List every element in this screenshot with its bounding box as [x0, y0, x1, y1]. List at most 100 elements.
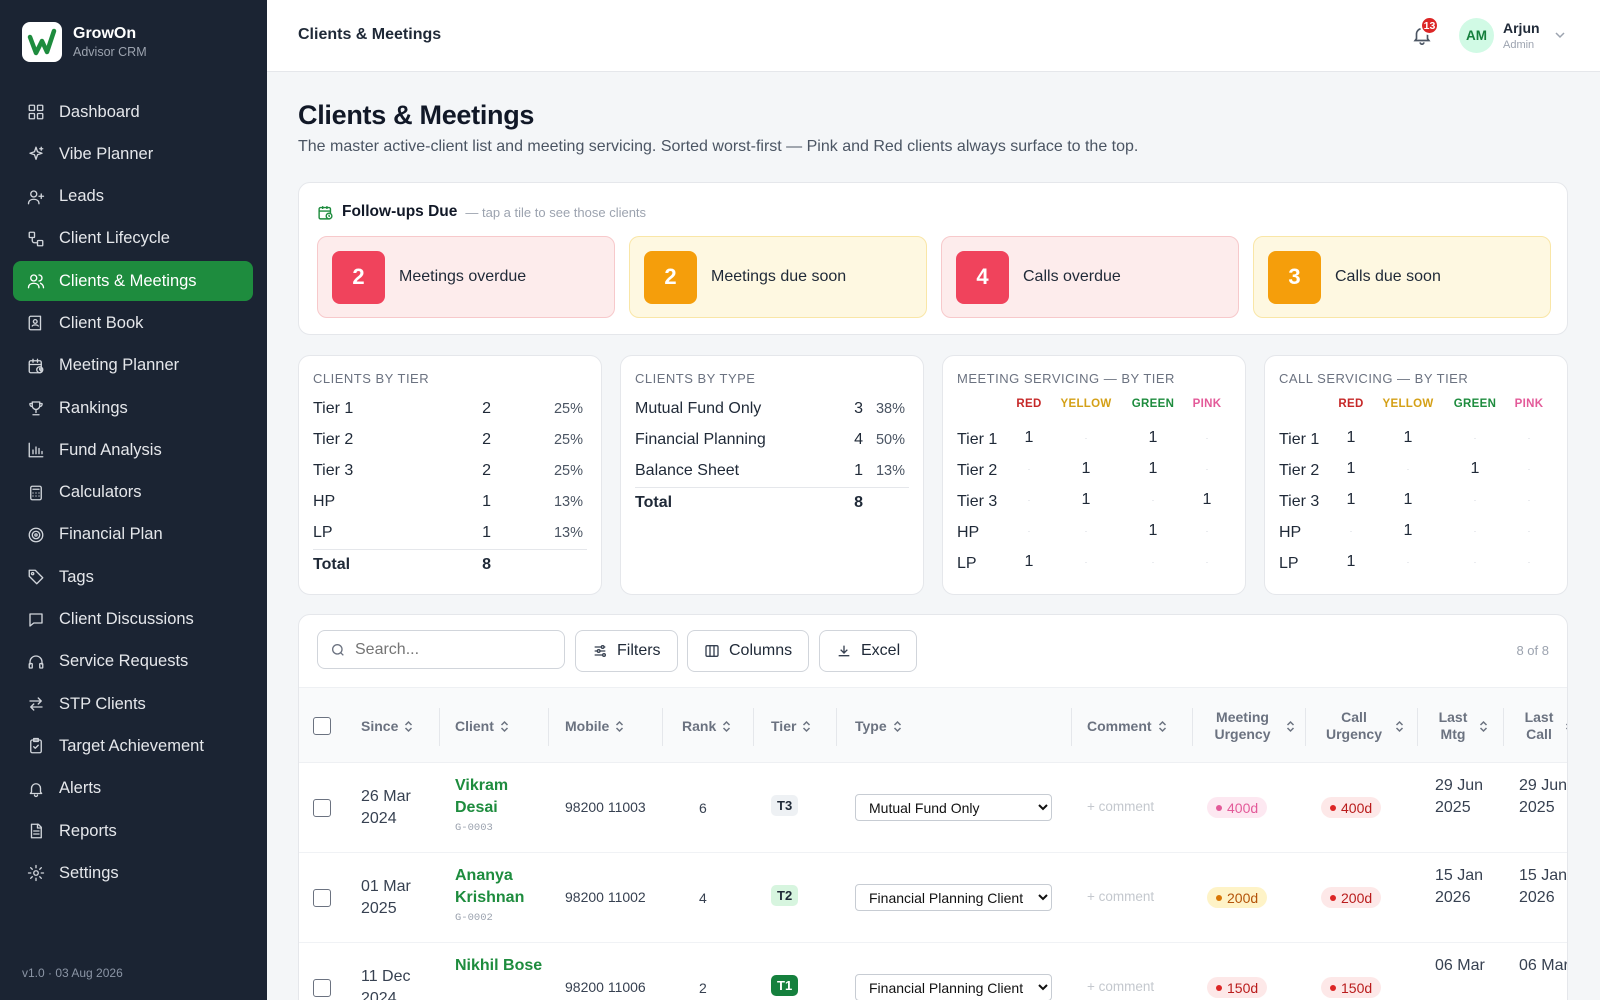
table-row[interactable]: 11 Dec 2024 Nikhil Bose 98200 11006 2 T1 Mutu…: [299, 943, 1567, 1000]
sidebar-item-target-achievement[interactable]: Target Achievement: [13, 726, 253, 766]
sidebar-item-fund-analysis[interactable]: Fund Analysis: [13, 430, 253, 470]
tier-cell: T3: [771, 795, 799, 816]
select-all-checkbox[interactable]: [313, 717, 331, 735]
sidebar-item-tags[interactable]: Tags: [13, 557, 253, 597]
column-header-mobile[interactable]: Mobile: [565, 688, 624, 764]
search-input[interactable]: [355, 640, 545, 659]
followup-tile[interactable]: 2 Meetings due soon: [629, 236, 927, 318]
search-box[interactable]: [317, 630, 565, 669]
columns-button[interactable]: Columns: [687, 630, 810, 672]
sidebar-item-label: Client Lifecycle: [59, 229, 170, 248]
chevron-down-icon[interactable]: [1554, 29, 1566, 41]
matrix-cell: ·: [1151, 495, 1155, 505]
column-header-call-urgency[interactable]: Call Urgency: [1319, 688, 1404, 764]
sidebar-item-alerts[interactable]: Alerts: [13, 769, 253, 809]
tier-cell: T1: [771, 975, 799, 996]
clients-table-card: Filters Columns Excel 8 of 8 Since Client…: [298, 614, 1568, 1000]
client-name-link[interactable]: Ananya Krishnan: [455, 867, 525, 906]
sort-icon[interactable]: [1286, 720, 1295, 733]
sort-icon[interactable]: [500, 720, 509, 733]
followup-tile[interactable]: 3 Calls due soon: [1253, 236, 1551, 318]
column-header-label: Last Call: [1524, 709, 1554, 742]
since-date: 01 Mar 2025: [361, 878, 411, 917]
matrix-cell: ·: [1205, 464, 1209, 474]
row-checkbox[interactable]: [313, 799, 331, 817]
filters-button[interactable]: Filters: [575, 630, 678, 672]
sidebar-item-leads[interactable]: Leads: [13, 177, 253, 217]
meeting-urgency-badge: 400d: [1207, 797, 1268, 818]
avatar[interactable]: AM: [1459, 18, 1494, 53]
sidebar-item-settings[interactable]: Settings: [13, 853, 253, 893]
column-header-last-mtg[interactable]: Last Mtg: [1433, 688, 1488, 764]
sidebar-item-stp-clients[interactable]: STP Clients: [13, 684, 253, 724]
stat-total-row: Total 8: [313, 549, 587, 580]
user-name[interactable]: Arjun: [1503, 20, 1540, 36]
sort-icon[interactable]: [893, 720, 902, 733]
stat-row: Financial Planning 4 50%: [635, 424, 909, 455]
followup-tile[interactable]: 2 Meetings overdue: [317, 236, 615, 318]
client-type-select[interactable]: Mutual Fund OnlyFinancial Planning Clien…: [855, 974, 1052, 1000]
user-role: Admin: [1503, 39, 1535, 51]
bar-chart-icon: [27, 441, 45, 459]
call-urgency-badge: 150d: [1321, 977, 1382, 998]
sidebar-item-client-lifecycle[interactable]: Client Lifecycle: [13, 219, 253, 259]
column-header-since[interactable]: Since: [361, 688, 413, 764]
matrix-cell: 1: [1403, 522, 1413, 539]
sort-icon[interactable]: [802, 720, 811, 733]
sort-icon[interactable]: [1395, 720, 1404, 733]
excel-button[interactable]: Excel: [819, 630, 918, 672]
column-header-client[interactable]: Client: [455, 688, 509, 764]
column-header-rank[interactable]: Rank: [682, 688, 731, 764]
sort-icon[interactable]: [1158, 720, 1167, 733]
call-urgency-badge: 400d: [1321, 797, 1382, 818]
followup-tile[interactable]: 4 Calls overdue: [941, 236, 1239, 318]
stat-row: HP 1 13%: [313, 486, 587, 517]
client-name-link[interactable]: Vikram Desai: [455, 777, 509, 816]
sidebar-item-vibe-planner[interactable]: Vibe Planner: [13, 134, 253, 174]
sidebar-item-service-requests[interactable]: Service Requests: [13, 642, 253, 682]
row-checkbox[interactable]: [313, 979, 331, 997]
matrix-cell: ·: [1406, 464, 1410, 474]
add-comment-link[interactable]: + comment: [1087, 979, 1155, 994]
sidebar-item-meeting-planner[interactable]: Meeting Planner: [13, 346, 253, 386]
brand[interactable]: GrowOn Advisor CRM: [22, 22, 147, 62]
client-type-select[interactable]: Mutual Fund OnlyFinancial Planning Clien…: [855, 794, 1052, 821]
tier-badge: T3: [771, 795, 799, 816]
sort-icon[interactable]: [615, 720, 624, 733]
sort-icon[interactable]: [722, 720, 731, 733]
table-row[interactable]: 01 Mar 2025 Ananya Krishnan G-0002 98200 11…: [299, 853, 1567, 943]
sidebar-item-client-book[interactable]: Client Book: [13, 303, 253, 343]
column-header-type[interactable]: Type: [855, 688, 902, 764]
last-meeting-date: 29 Jun 2025: [1435, 777, 1484, 816]
column-divider: [439, 708, 440, 746]
sidebar-item-clients-and-meetings[interactable]: Clients & Meetings: [13, 261, 253, 302]
column-header-tier[interactable]: Tier: [771, 688, 811, 764]
status-dot-icon: [1216, 804, 1222, 811]
sidebar-item-financial-plan[interactable]: Financial Plan: [13, 515, 253, 555]
client-name-link[interactable]: Nikhil Bose: [455, 957, 543, 974]
table-row[interactable]: 26 Mar 2024 Vikram Desai G-0003 98200 11003…: [299, 763, 1567, 853]
sidebar-item-calculators[interactable]: Calculators: [13, 473, 253, 513]
sidebar-item-reports[interactable]: Reports: [13, 811, 253, 851]
row-checkbox[interactable]: [313, 889, 331, 907]
column-header-meeting-urgency[interactable]: Meeting Urgency: [1205, 688, 1295, 764]
sidebar-item-rankings[interactable]: Rankings: [13, 388, 253, 428]
matrix-cell: 1: [1148, 522, 1158, 539]
followups-hint: — tap a tile to see those clients: [465, 204, 647, 220]
status-dot-icon: [1216, 984, 1222, 991]
notification-badge[interactable]: 13: [1420, 16, 1439, 35]
add-comment-link[interactable]: + comment: [1087, 799, 1155, 814]
matrix-cell: ·: [1406, 557, 1410, 567]
sort-icon[interactable]: [1565, 720, 1567, 733]
status-dot-icon: [1330, 804, 1336, 811]
sort-icon[interactable]: [404, 720, 413, 733]
column-header-last-call[interactable]: Last Call: [1519, 688, 1567, 764]
column-header-comment[interactable]: Comment: [1087, 688, 1167, 764]
add-comment-link[interactable]: + comment: [1087, 889, 1155, 904]
client-type-select[interactable]: Mutual Fund OnlyFinancial Planning Clien…: [855, 884, 1052, 911]
sidebar-item-client-discussions[interactable]: Client Discussions: [13, 600, 253, 640]
sidebar-item-dashboard[interactable]: Dashboard: [13, 92, 253, 132]
sort-icon[interactable]: [1479, 720, 1488, 733]
calendar-clock-icon: [318, 205, 333, 220]
followups-card: Follow-ups Due — tap a tile to see those…: [298, 182, 1568, 335]
